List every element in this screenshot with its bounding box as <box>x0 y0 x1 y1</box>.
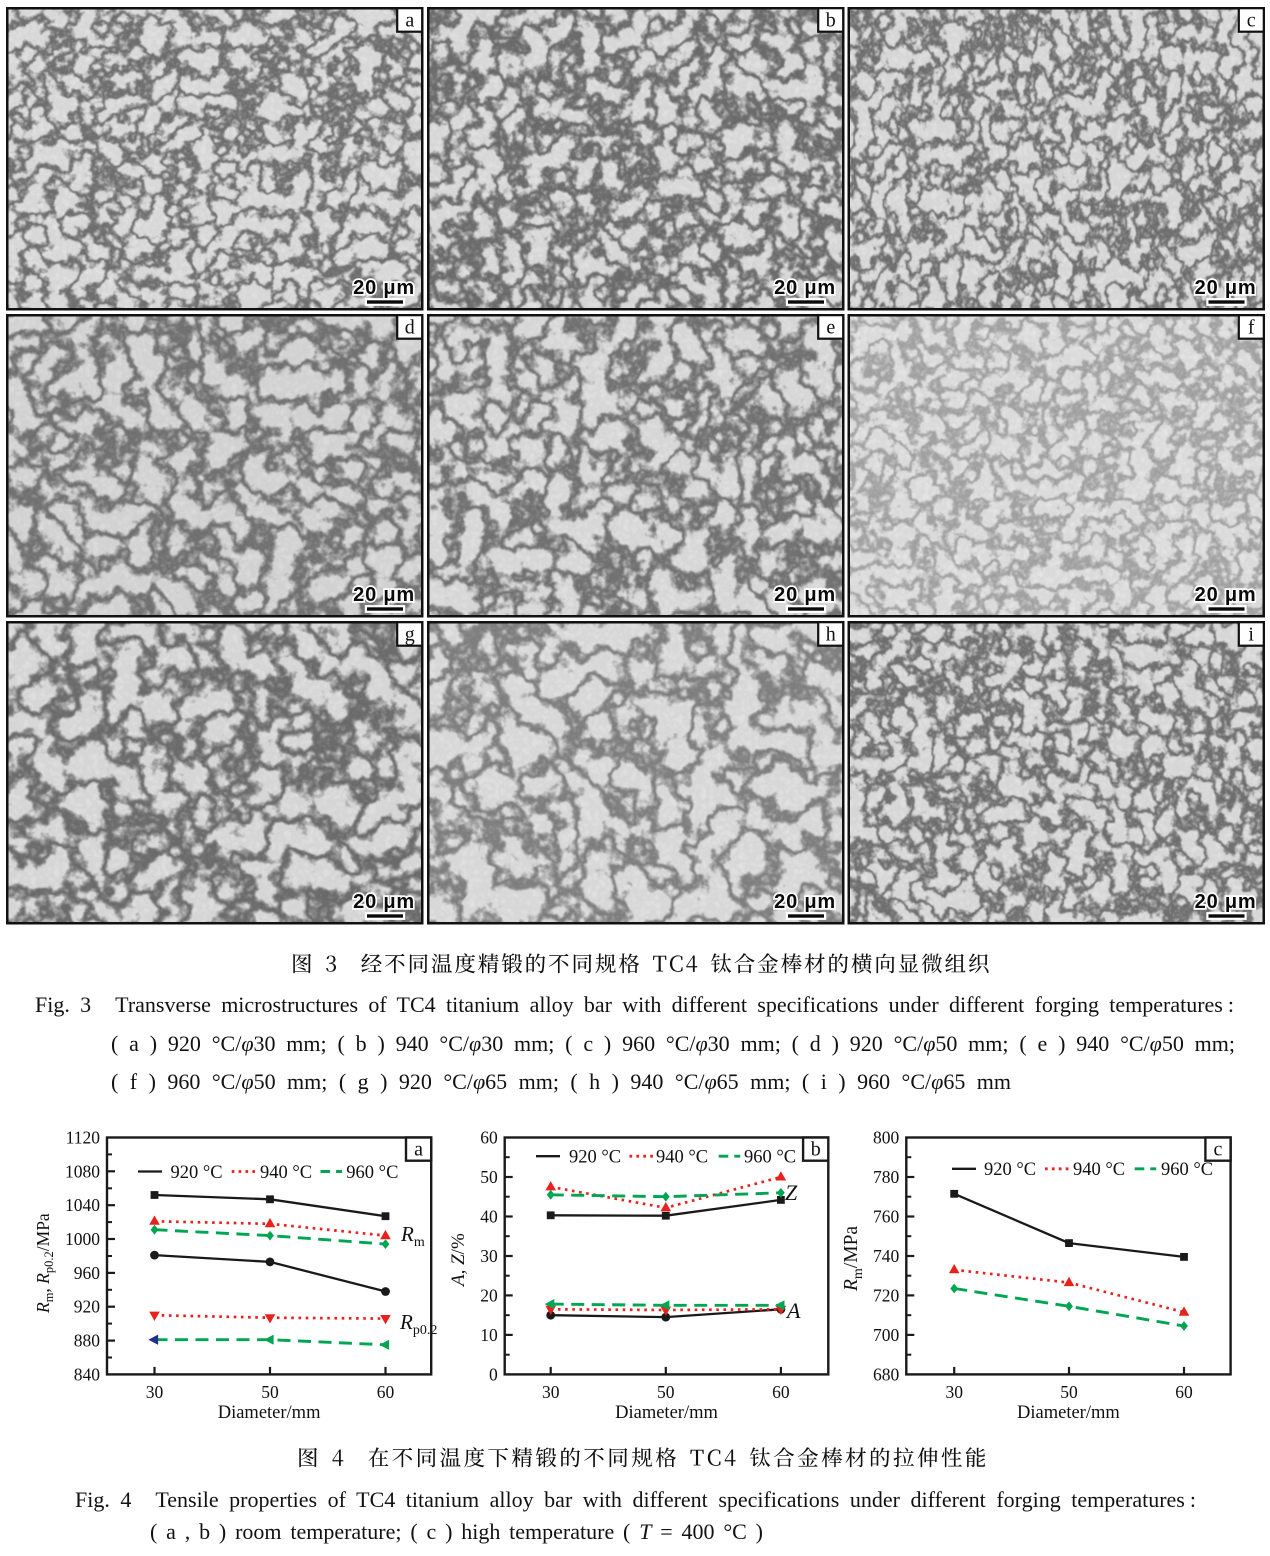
svg-text:800: 800 <box>873 1128 900 1148</box>
svg-text:960 °C: 960 °C <box>346 1163 398 1183</box>
svg-text:940 °C: 940 °C <box>656 1148 708 1168</box>
svg-text:b: b <box>811 1139 821 1161</box>
svg-text:50: 50 <box>657 1382 675 1402</box>
svg-text:20 μm: 20 μm <box>353 891 415 913</box>
svg-text:A: A <box>785 1298 801 1323</box>
svg-text:60: 60 <box>1175 1382 1193 1402</box>
svg-text:700: 700 <box>873 1325 900 1345</box>
svg-text:40: 40 <box>480 1207 498 1227</box>
svg-text:1080: 1080 <box>65 1161 100 1181</box>
svg-text:940 °C: 940 °C <box>260 1163 312 1183</box>
svg-text:20 μm: 20 μm <box>774 584 836 606</box>
svg-text:20 μm: 20 μm <box>353 277 415 299</box>
svg-text:Diameter/mm: Diameter/mm <box>218 1403 321 1423</box>
svg-text:f: f <box>1248 316 1255 338</box>
svg-text:a: a <box>405 9 414 31</box>
svg-text:30: 30 <box>480 1246 498 1266</box>
svg-text:740: 740 <box>873 1246 900 1266</box>
svg-text:c: c <box>1247 9 1256 31</box>
svg-text:h: h <box>826 624 836 646</box>
svg-text:60: 60 <box>772 1382 790 1402</box>
svg-text:20: 20 <box>480 1285 498 1305</box>
svg-text:Rm/MPa: Rm/MPa <box>841 1226 866 1292</box>
svg-text:20 μm: 20 μm <box>1195 277 1257 299</box>
svg-text:0: 0 <box>489 1364 498 1384</box>
svg-text:920 °C: 920 °C <box>569 1148 621 1168</box>
svg-text:b: b <box>826 9 836 31</box>
svg-text:960 °C: 960 °C <box>1161 1160 1213 1180</box>
svg-text:30: 30 <box>542 1382 560 1402</box>
svg-text:20 μm: 20 μm <box>774 277 836 299</box>
svg-text:720: 720 <box>873 1285 900 1305</box>
svg-text:e: e <box>826 316 835 338</box>
svg-text:920 °C: 920 °C <box>984 1160 1036 1180</box>
svg-text:20 μm: 20 μm <box>1195 891 1257 913</box>
svg-text:880: 880 <box>74 1331 101 1351</box>
svg-text:960: 960 <box>74 1263 101 1283</box>
svg-text:Rm: Rm <box>400 1222 425 1250</box>
svg-text:680: 680 <box>873 1364 900 1384</box>
svg-text:1040: 1040 <box>65 1195 100 1215</box>
svg-text:1000: 1000 <box>65 1229 100 1249</box>
svg-text:760: 760 <box>873 1207 900 1227</box>
svg-text:Diameter/mm: Diameter/mm <box>615 1403 718 1423</box>
svg-text:840: 840 <box>74 1364 101 1384</box>
svg-text:50: 50 <box>1060 1382 1078 1402</box>
svg-text:20 μm: 20 μm <box>1195 584 1257 606</box>
svg-text:60: 60 <box>377 1382 395 1402</box>
svg-text:20 μm: 20 μm <box>353 584 415 606</box>
svg-text:960 °C: 960 °C <box>744 1148 796 1168</box>
svg-text:Rm, Rp0.2/MPa: Rm, Rp0.2/MPa <box>33 1213 56 1314</box>
svg-text:g: g <box>405 624 415 646</box>
svg-text:i: i <box>1248 624 1254 646</box>
svg-text:Diameter/mm: Diameter/mm <box>1017 1403 1120 1423</box>
svg-text:1120: 1120 <box>66 1128 101 1148</box>
svg-text:Z: Z <box>785 1180 798 1205</box>
svg-text:20 μm: 20 μm <box>774 891 836 913</box>
svg-text:920: 920 <box>74 1297 101 1317</box>
svg-text:30: 30 <box>146 1382 164 1402</box>
svg-text:30: 30 <box>945 1382 963 1402</box>
svg-text:60: 60 <box>480 1128 498 1148</box>
svg-text:A, Z/%: A, Z/% <box>448 1233 469 1288</box>
svg-text:920 °C: 920 °C <box>171 1163 223 1183</box>
svg-text:10: 10 <box>480 1325 498 1345</box>
svg-text:50: 50 <box>261 1382 279 1402</box>
svg-text:50: 50 <box>480 1167 498 1187</box>
svg-text:c: c <box>1214 1139 1223 1161</box>
svg-text:940 °C: 940 °C <box>1073 1160 1125 1180</box>
svg-text:d: d <box>405 316 415 338</box>
svg-text:780: 780 <box>873 1167 900 1187</box>
svg-text:a: a <box>414 1139 423 1161</box>
